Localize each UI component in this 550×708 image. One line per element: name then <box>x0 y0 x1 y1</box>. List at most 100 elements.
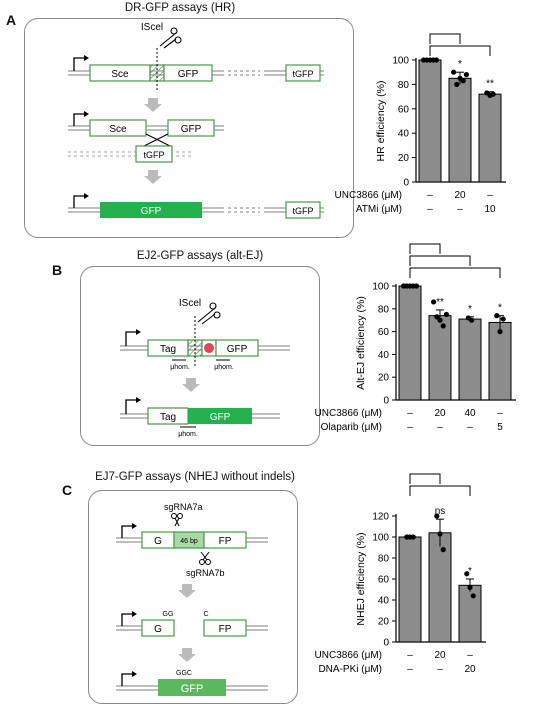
y-tick-label: 60 <box>398 104 410 115</box>
comparison-bracket <box>409 255 471 266</box>
y-tick-label: 0 <box>403 178 409 189</box>
uhom-label-3: μhom. <box>178 431 198 438</box>
scissors-icon-b <box>197 302 221 325</box>
schematic-box-c <box>88 490 298 704</box>
schematic-box-b <box>80 266 320 446</box>
stop-codon-icon <box>204 343 214 353</box>
treatment-value: – <box>457 204 463 215</box>
scissors-icon-c1 <box>171 513 183 527</box>
bar <box>448 77 472 183</box>
sce-label-2: Sce <box>109 124 127 135</box>
y-tick-label: 0 <box>383 396 389 407</box>
significance-label: * <box>468 304 472 315</box>
treatment-value: 20 <box>454 190 466 201</box>
treatment-label: DNA-PKi (μM) <box>318 664 382 675</box>
data-point <box>469 317 475 323</box>
tgfp-label-1: tGFP <box>292 69 313 79</box>
gfp-restored-box-c <box>158 679 226 696</box>
comparison-bracket <box>429 33 461 44</box>
y-tick-label: 80 <box>378 304 390 315</box>
y-tick-label: 20 <box>398 153 410 164</box>
g-label-2: G <box>154 624 162 635</box>
significance-label: ns <box>435 506 446 517</box>
process-arrow-icon <box>144 98 162 112</box>
treatment-value: 5 <box>497 422 503 433</box>
panel-title-c: EJ7-GFP assays (NHEJ without indels) <box>95 471 295 483</box>
comparison-bracket <box>429 45 491 56</box>
bar <box>418 59 442 183</box>
g-label: G <box>154 536 162 547</box>
treatment-value: – <box>467 650 473 661</box>
y-tick-label: 80 <box>398 80 410 91</box>
scissors-icon-c2 <box>199 551 211 565</box>
enzyme-label: IScel <box>141 22 163 33</box>
treatment-label: UNC3866 (μM) <box>315 408 382 419</box>
data-point <box>431 299 437 305</box>
tgfp-label-2: tGFP <box>143 150 164 160</box>
bar <box>458 584 482 643</box>
treatment-value: – <box>407 422 413 433</box>
panel-title-a: DR-GFP assays (HR) <box>124 2 236 14</box>
treatment-value: 20 <box>464 664 476 675</box>
treatment-label: UNC3866 (μM) <box>335 190 402 201</box>
y-tick-label: 0 <box>383 638 389 649</box>
data-point <box>490 91 496 97</box>
significance-label: * <box>458 59 462 70</box>
treatment-value: – <box>497 408 503 419</box>
y-tick-label: 80 <box>378 554 390 565</box>
data-point <box>413 283 419 289</box>
significance-label: ** <box>436 297 444 308</box>
y-tick-label: 20 <box>378 373 390 384</box>
y-tick-label: 100 <box>392 56 409 67</box>
sgrna-bottom-label: sgRNA7b <box>186 568 225 578</box>
data-point <box>454 81 460 87</box>
y-axis-label: HR efficiency (%) <box>375 81 387 162</box>
y-tick-label: 20 <box>378 617 390 628</box>
gfp-restored-box-b <box>188 408 252 424</box>
data-point <box>464 571 470 577</box>
treatment-value: 40 <box>464 408 476 419</box>
data-point <box>497 329 503 335</box>
gg-label: GG <box>163 611 174 618</box>
treatment-label: UNC3866 (μM) <box>315 650 382 661</box>
significance-label: ** <box>486 79 494 90</box>
nhej-efficiency-chart: 0 20 40 60 80 100 120 NHEJ efficiency (%) ns * UNC… <box>315 473 486 675</box>
gfp-label: GFP <box>178 69 199 80</box>
data-point <box>410 534 416 540</box>
data-point <box>460 78 466 84</box>
treatment-value: – <box>427 204 433 215</box>
bar <box>428 532 452 643</box>
gfp-restored-label-c: GFP <box>181 683 204 695</box>
tgfp-label-3: tGFP <box>292 206 313 216</box>
data-point <box>500 316 506 322</box>
y-tick-label: 60 <box>378 575 390 586</box>
treatment-value: 20 <box>434 408 446 419</box>
y-tick-label: 60 <box>378 327 390 338</box>
bar <box>398 536 422 643</box>
schematic-b: Tag GFP μhom. μhom. IScel Tag GFP μhom. <box>120 298 290 438</box>
treatment-label: Olaparib (μM) <box>321 422 382 433</box>
tag-label-2: Tag <box>160 412 176 423</box>
comparison-bracket <box>409 267 501 278</box>
tgfp-box-1 <box>285 64 321 82</box>
sce-label: Sce <box>111 69 129 80</box>
data-point <box>451 69 457 75</box>
gfp-box <box>163 64 213 82</box>
panel-title-b: EJ2-GFP assays (alt-EJ) <box>136 250 264 262</box>
treatment-value: – <box>407 408 413 419</box>
data-point <box>470 593 476 599</box>
fp-label-2: FP <box>219 624 232 635</box>
data-point <box>463 72 469 78</box>
data-point <box>440 547 446 553</box>
data-point <box>437 317 443 323</box>
tag-label: Tag <box>160 344 176 355</box>
treatment-value: – <box>407 650 413 661</box>
data-point <box>437 531 443 537</box>
data-point <box>434 513 440 519</box>
significance-label: * <box>468 566 472 577</box>
fp-label: FP <box>219 536 232 547</box>
treatment-value: – <box>437 422 443 433</box>
data-point <box>443 311 449 318</box>
